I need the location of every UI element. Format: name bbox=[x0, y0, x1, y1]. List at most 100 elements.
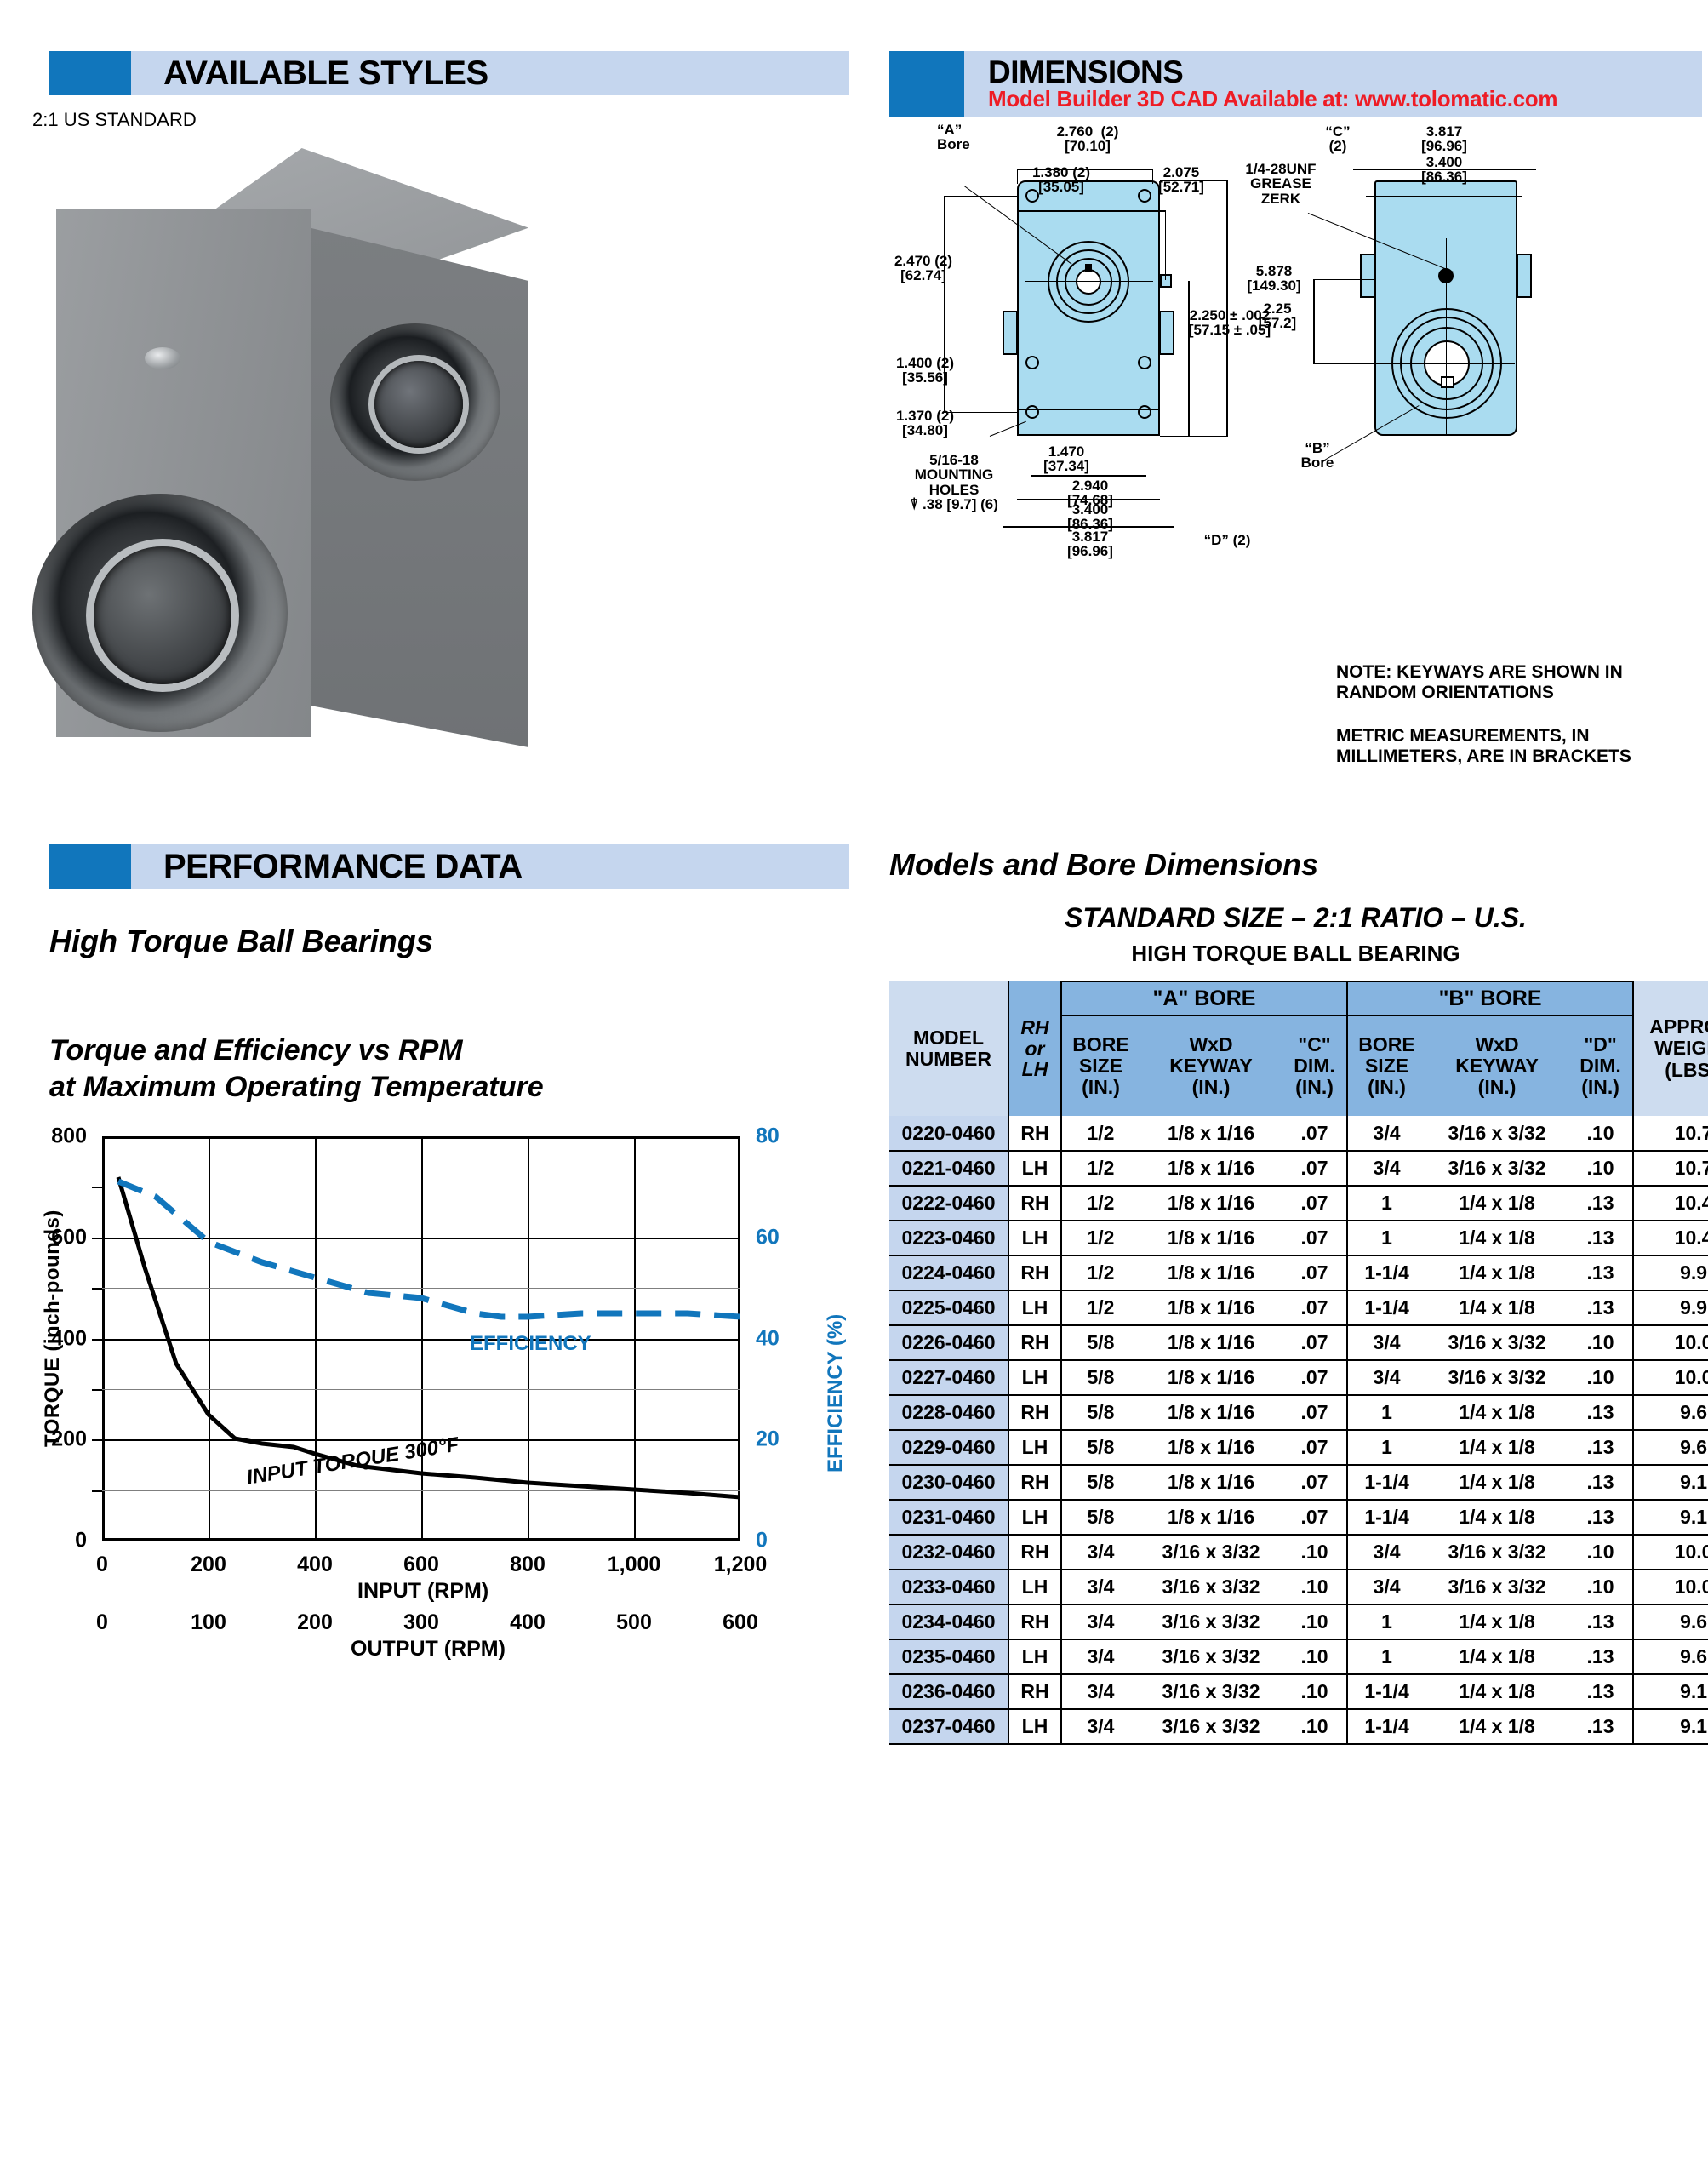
front-view-housing bbox=[1017, 180, 1160, 436]
cell-c-dim: .07 bbox=[1282, 1221, 1348, 1256]
series-efficiency bbox=[117, 1178, 740, 1320]
x2-tick-label: 0 bbox=[96, 1610, 108, 1634]
table-row: 0229-0460 LH 5/8 1/8 x 1/16.07 1 1/4 x 1/8.13… bbox=[889, 1430, 1708, 1466]
drawing-notes: NOTE: KEYWAYS ARE SHOWN IN RANDOM ORIENT… bbox=[1336, 662, 1702, 789]
chart-title-line1: Torque and Efficiency vs RPM bbox=[49, 1034, 463, 1067]
grease-zerk-nub bbox=[1160, 274, 1172, 288]
grease-zerk-icon bbox=[145, 347, 180, 369]
dim-2940: 2.940 [74.68] bbox=[1067, 478, 1113, 509]
cell-a-bore-size: 5/8 bbox=[1060, 1465, 1140, 1501]
cell-d-dim: .10 bbox=[1568, 1535, 1635, 1570]
mounting-hole-icon bbox=[1025, 405, 1039, 419]
cell-approx-weight: 9.6 bbox=[1633, 1430, 1708, 1466]
cell-a-bore-size: 5/8 bbox=[1060, 1360, 1140, 1396]
dimensions-title: DIMENSIONS bbox=[988, 54, 1184, 90]
x-tick-label: 1,200 bbox=[713, 1553, 768, 1576]
cell-b-bore-size: 1-1/4 bbox=[1346, 1500, 1426, 1536]
cell-model-number: 0232-0460 bbox=[889, 1535, 1008, 1570]
cell-approx-weight: 10.7 bbox=[1633, 1116, 1708, 1152]
y2-tick-label: 40 bbox=[756, 1326, 780, 1351]
cell-a-keyway: 1/8 x 1/16 bbox=[1140, 1290, 1282, 1326]
a-bore-outer-ring bbox=[1048, 241, 1129, 323]
cell-rh-lh: LH bbox=[1008, 1709, 1061, 1745]
dim-1370: 1.370 (2) [34.80] bbox=[895, 408, 955, 439]
dim-line-3400 bbox=[1017, 499, 1160, 500]
cell-b-keyway: 3/16 x 3/32 bbox=[1425, 1535, 1569, 1570]
cell-b-keyway: 1/4 x 1/8 bbox=[1425, 1639, 1569, 1675]
accent-swatch bbox=[889, 51, 964, 117]
cell-a-bore-size: 1/2 bbox=[1060, 1116, 1140, 1152]
cell-b-bore-size: 1 bbox=[1346, 1221, 1426, 1256]
table-row: 0222-0460 RH 1/2 1/8 x 1/16.07 1 1/4 x 1/8.13… bbox=[889, 1186, 1708, 1221]
table-header-row: BORE SIZE (IN.) WxD KEYWAY (IN.) "C" DIM… bbox=[889, 1015, 1708, 1116]
cell-a-bore-size: 1/2 bbox=[1060, 1151, 1140, 1187]
a-bore-keyway bbox=[1085, 264, 1092, 272]
dim-1400: 1.400 (2) [35.56] bbox=[895, 355, 955, 386]
cell-approx-weight: 9.9 bbox=[1633, 1255, 1708, 1291]
torque-efficiency-chart: 800 600 400 200 0 80 60 40 20 0 0 200 40… bbox=[51, 1124, 780, 1661]
cell-b-keyway: 1/4 x 1/8 bbox=[1425, 1186, 1569, 1221]
cell-c-dim: .10 bbox=[1282, 1535, 1348, 1570]
cell-d-dim: .13 bbox=[1568, 1604, 1635, 1640]
cell-c-dim: .10 bbox=[1282, 1570, 1348, 1605]
cell-d-dim: .13 bbox=[1568, 1500, 1635, 1536]
cell-d-dim: .10 bbox=[1568, 1116, 1635, 1152]
x-tick-label: 1,000 bbox=[607, 1553, 661, 1576]
x2-tick-label: 300 bbox=[403, 1610, 439, 1634]
dim-2470: 2.470 (2) [62.74] bbox=[894, 253, 953, 284]
x-tick-label: 800 bbox=[510, 1553, 546, 1576]
cell-d-dim: .13 bbox=[1568, 1221, 1635, 1256]
dim-line-2075 bbox=[1088, 210, 1165, 212]
cell-a-keyway: 1/8 x 1/16 bbox=[1140, 1430, 1282, 1466]
table-row: 0225-0460 LH 1/2 1/8 x 1/16.07 1-1/4 1/4 x 1/… bbox=[889, 1290, 1708, 1326]
cell-model-number: 0236-0460 bbox=[889, 1674, 1008, 1710]
gridline-v bbox=[209, 1136, 210, 1541]
dim-3817: 3.817 [96.96] bbox=[1067, 529, 1113, 560]
table-row: 0232-0460 RH 3/4 3/16 x 3/32.10 3/4 3/16 x 3/… bbox=[889, 1535, 1708, 1570]
ext-line-225-t bbox=[1313, 279, 1376, 280]
cell-b-bore-size: 1-1/4 bbox=[1346, 1255, 1426, 1291]
col-header-model: MODEL NUMBER bbox=[889, 981, 1008, 1116]
y2-tick-label: 0 bbox=[756, 1528, 768, 1553]
cell-a-keyway: 1/8 x 1/16 bbox=[1140, 1465, 1282, 1501]
cell-a-keyway: 1/8 x 1/16 bbox=[1140, 1360, 1282, 1396]
x2-tick-label: 500 bbox=[616, 1610, 652, 1634]
x2-tick-label: 100 bbox=[191, 1610, 226, 1634]
col-header-rh-lh: RH or LH bbox=[1008, 981, 1061, 1116]
cell-a-bore-size: 5/8 bbox=[1060, 1430, 1140, 1466]
series-input-torque bbox=[116, 1176, 740, 1500]
cell-b-bore-size: 1 bbox=[1346, 1604, 1426, 1640]
cell-d-dim: .13 bbox=[1568, 1186, 1635, 1221]
x2-tick-label: 200 bbox=[297, 1610, 333, 1634]
cell-model-number: 0237-0460 bbox=[889, 1709, 1008, 1745]
cell-a-bore-size: 5/8 bbox=[1060, 1325, 1140, 1361]
ext-line-1370-b bbox=[944, 412, 1019, 413]
cell-d-dim: .13 bbox=[1568, 1430, 1635, 1466]
dim-3400: 3.400 [86.36] bbox=[1067, 501, 1113, 533]
a-bore-centerline-h bbox=[1025, 281, 1153, 282]
cell-rh-lh: RH bbox=[1008, 1604, 1061, 1640]
table-row: 0226-0460 RH 5/8 1/8 x 1/16.07 3/4 3/16 x 3/3… bbox=[889, 1325, 1708, 1361]
bore-dimensions-table: MODEL NUMBER RH or LH "A" BORE "B" BORE … bbox=[889, 981, 1708, 1745]
cell-approx-weight: 9.1 bbox=[1633, 1500, 1708, 1536]
note-metric: METRIC MEASUREMENTS, IN MILLIMETERS, ARE… bbox=[1336, 725, 1631, 767]
cell-approx-weight: 10.0 bbox=[1633, 1360, 1708, 1396]
table-group-header-row: MODEL NUMBER RH or LH "A" BORE "B" BORE … bbox=[889, 981, 1708, 1116]
y2-tick-label: 60 bbox=[756, 1225, 780, 1250]
cell-a-bore-size: 1/2 bbox=[1060, 1255, 1140, 1291]
available-styles-title: AVAILABLE STYLES bbox=[163, 54, 488, 92]
dim-line-2940 bbox=[1031, 475, 1146, 477]
cell-a-keyway: 3/16 x 3/32 bbox=[1140, 1674, 1282, 1710]
cell-a-bore-size: 5/8 bbox=[1060, 1395, 1140, 1431]
cad-link-text[interactable]: Model Builder 3D CAD Available at: www.t… bbox=[988, 86, 1558, 112]
product-photo bbox=[32, 128, 528, 809]
axis-tick bbox=[92, 1187, 102, 1188]
cell-d-dim: .13 bbox=[1568, 1255, 1635, 1291]
cell-a-keyway: 3/16 x 3/32 bbox=[1140, 1639, 1282, 1675]
cell-a-keyway: 1/8 x 1/16 bbox=[1140, 1151, 1282, 1187]
axis-tick bbox=[92, 1339, 102, 1341]
cell-c-dim: .10 bbox=[1282, 1604, 1348, 1640]
ext-line-2760-r bbox=[1152, 169, 1153, 184]
cell-c-dim: .07 bbox=[1282, 1430, 1348, 1466]
cell-rh-lh: LH bbox=[1008, 1360, 1061, 1396]
